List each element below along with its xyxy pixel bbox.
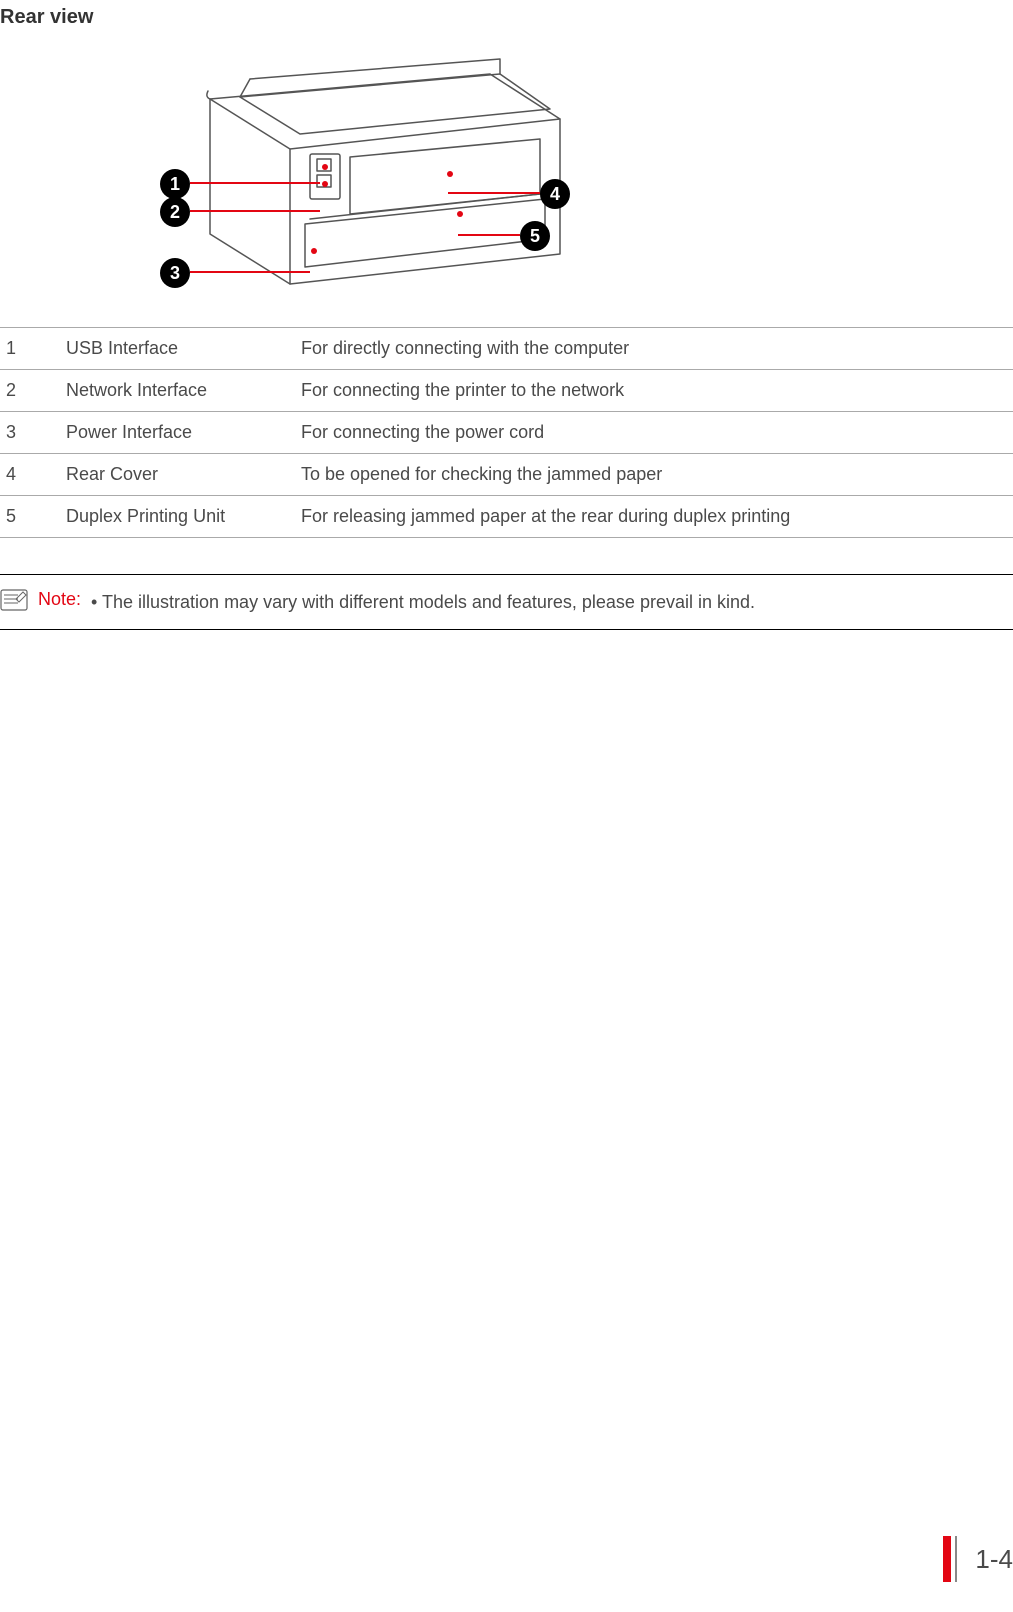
table-row: 5 Duplex Printing Unit For releasing jam… <box>0 496 1013 538</box>
part-description: For connecting the printer to the networ… <box>295 370 1013 412</box>
part-number: 4 <box>0 454 60 496</box>
callout-line-2 <box>190 210 320 212</box>
table-row: 1 USB Interface For directly connecting … <box>0 328 1013 370</box>
callout-line-3 <box>190 271 310 273</box>
callout-badge-2: 2 <box>160 197 190 227</box>
parts-table: 1 USB Interface For directly connecting … <box>0 327 1013 538</box>
printer-line-art <box>150 39 600 299</box>
page-title: Rear view <box>0 0 1013 29</box>
rear-view-diagram: 1 2 3 4 5 <box>0 39 1013 319</box>
callout-badge-5: 5 <box>520 221 550 251</box>
callout-badge-1: 1 <box>160 169 190 199</box>
part-description: For releasing jammed paper at the rear d… <box>295 496 1013 538</box>
note-icon <box>0 589 28 611</box>
callout-line-1 <box>190 182 320 184</box>
part-description: For directly connecting with the compute… <box>295 328 1013 370</box>
page-number: 1-4 <box>975 1544 1013 1575</box>
callout-badge-3: 3 <box>160 258 190 288</box>
table-row: 4 Rear Cover To be opened for checking t… <box>0 454 1013 496</box>
note-label: Note: <box>38 589 81 610</box>
part-name: Power Interface <box>60 412 295 454</box>
footer-divider <box>955 1536 957 1582</box>
table-row: 3 Power Interface For connecting the pow… <box>0 412 1013 454</box>
part-name: USB Interface <box>60 328 295 370</box>
part-description: For connecting the power cord <box>295 412 1013 454</box>
page-footer: 1-4 <box>943 1536 1013 1582</box>
part-name: Rear Cover <box>60 454 295 496</box>
footer-accent-bar <box>943 1536 951 1582</box>
part-name: Network Interface <box>60 370 295 412</box>
callout-line-5 <box>458 234 520 236</box>
part-number: 2 <box>0 370 60 412</box>
callout-badge-4: 4 <box>540 179 570 209</box>
callout-line-4 <box>448 192 540 194</box>
note-text: • The illustration may vary with differe… <box>91 589 1013 615</box>
part-description: To be opened for checking the jammed pap… <box>295 454 1013 496</box>
part-number: 3 <box>0 412 60 454</box>
table-row: 2 Network Interface For connecting the p… <box>0 370 1013 412</box>
part-number: 5 <box>0 496 60 538</box>
note-block: Note: • The illustration may vary with d… <box>0 574 1013 630</box>
part-number: 1 <box>0 328 60 370</box>
part-name: Duplex Printing Unit <box>60 496 295 538</box>
